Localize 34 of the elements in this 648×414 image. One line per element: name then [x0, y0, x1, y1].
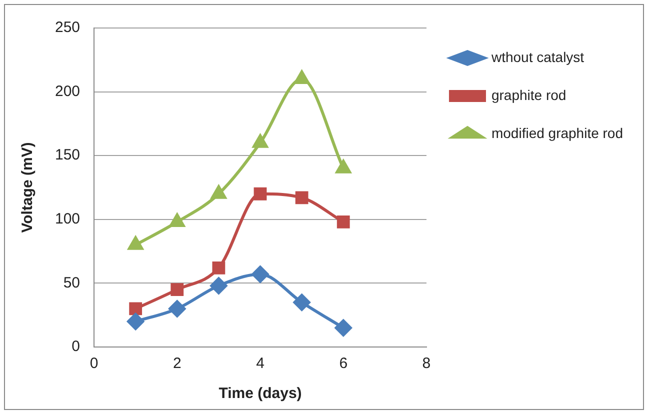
y-tick-label: 150	[54, 146, 80, 164]
point	[334, 319, 352, 336]
x-tick-label: 4	[256, 355, 264, 372]
point	[170, 283, 184, 296]
point	[128, 236, 144, 250]
legend-label: modified graphite rod	[491, 124, 624, 141]
point	[336, 216, 350, 228]
point	[294, 70, 310, 84]
point	[295, 191, 308, 204]
legend-label: wthout catalyst	[490, 48, 584, 65]
point	[252, 266, 269, 283]
x-tick-label: 2	[172, 355, 182, 372]
y-tick-label: 100	[54, 210, 80, 228]
point	[252, 134, 268, 148]
point	[127, 312, 144, 330]
point	[129, 302, 142, 316]
point	[168, 300, 186, 318]
point	[336, 160, 351, 174]
y-axis-title: Voltage (mV)	[19, 142, 36, 233]
point	[254, 187, 267, 200]
point	[211, 185, 226, 199]
x-tick-label: 0	[90, 355, 98, 372]
y-tick-label: 250	[54, 19, 80, 36]
point	[212, 261, 226, 274]
point	[170, 213, 185, 227]
y-tick-label: 50	[63, 274, 80, 292]
y-tick-label: 0	[72, 338, 80, 356]
y-tick-label: 200	[54, 82, 80, 100]
point	[210, 277, 228, 294]
legend-label: graphite rod	[491, 86, 566, 103]
x-axis-title: Time (days)	[218, 385, 302, 402]
x-tick-label: 6	[339, 355, 348, 372]
point	[293, 294, 310, 311]
x-tick-label: 8	[422, 355, 431, 372]
